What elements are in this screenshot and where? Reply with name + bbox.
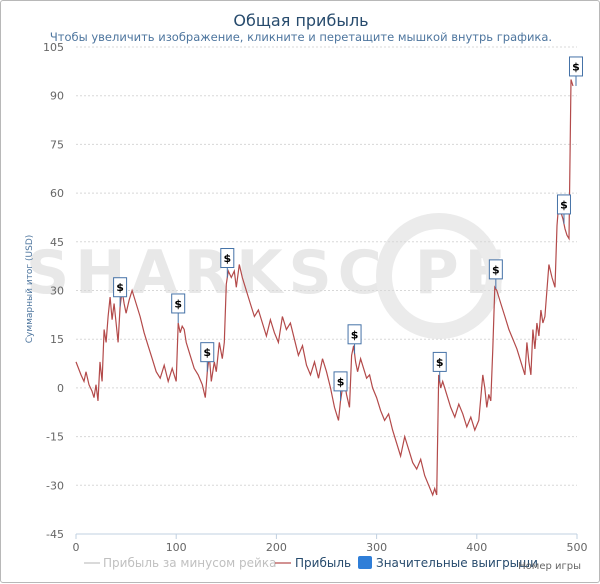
y-tick-label: 90 — [50, 90, 64, 103]
y-tick-label: 75 — [50, 138, 64, 151]
chart-title: Общая прибыль — [233, 11, 368, 30]
legend-item-net-profit[interactable]: Прибыль за минусом рейка — [84, 556, 276, 570]
legend-swatch-big-wins — [358, 556, 372, 569]
y-tick-label: 0 — [57, 382, 64, 395]
watermark-text: SHARKSC PE — [26, 238, 512, 308]
big-win-flag[interactable]: $ — [432, 351, 447, 382]
sharkscope-watermark: SHARKSC PE — [26, 213, 512, 339]
flag-box — [171, 293, 186, 314]
flag-label: $ — [203, 346, 211, 359]
big-win-flag[interactable]: $ — [333, 371, 348, 401]
y-tick-label: 15 — [50, 333, 64, 346]
x-tick-label: 400 — [466, 541, 487, 554]
flag-label: $ — [572, 60, 580, 73]
big-win-flag[interactable]: $ — [488, 259, 503, 289]
y-tick-label: 45 — [50, 236, 64, 249]
y-tick-label: -15 — [46, 431, 64, 444]
x-tick-label: 200 — [266, 541, 287, 554]
flag-box — [220, 248, 235, 269]
legend-item-profit[interactable]: Прибыль — [275, 556, 351, 570]
y-tick-label: 30 — [50, 285, 64, 298]
big-win-flag[interactable]: $ — [568, 56, 583, 86]
legend-label-net-profit: Прибыль за минусом рейка — [103, 556, 276, 570]
flag-label: $ — [116, 281, 124, 294]
big-win-flag[interactable]: $ — [556, 194, 571, 224]
flag-box — [432, 351, 447, 372]
chart-subtitle: Чтобы увеличить изображение, кликните и … — [50, 30, 552, 44]
big-win-flag[interactable]: $ — [113, 277, 128, 307]
y-tick-label: 60 — [50, 187, 64, 200]
flag-label: $ — [337, 375, 345, 388]
series-line-profit[interactable] — [75, 79, 574, 497]
flag-box — [113, 277, 128, 298]
flag-box — [200, 342, 215, 363]
flag-box — [347, 324, 362, 345]
x-tick-label: 0 — [73, 541, 80, 554]
y-axis-title: Суммарный итог (USD) — [25, 235, 35, 344]
flag-box — [488, 259, 503, 280]
legend-label-profit: Прибыль — [295, 556, 351, 570]
y-axis-ticks: 105 90 75 60 45 30 15 0 -15 -30 -45 — [43, 41, 64, 541]
flag-box — [333, 371, 348, 392]
chart-legend: Прибыль за минусом рейка Прибыль Значите… — [84, 556, 581, 572]
y-tick-label: -30 — [46, 479, 64, 492]
x-tick-label: 300 — [366, 541, 387, 554]
big-wins-flags[interactable]: $ $ $ $ $ $ $ $ $ $ — [113, 56, 583, 401]
y-tick-label: -45 — [46, 528, 64, 541]
x-axis-ticks: 0 100 200 300 400 500 — [73, 534, 588, 554]
flag-label: $ — [174, 297, 182, 310]
big-win-flag[interactable]: $ — [220, 248, 235, 278]
big-win-flag[interactable]: $ — [347, 324, 362, 354]
flag-label: $ — [492, 263, 500, 276]
legend-label-big-wins: Значительные выигрыши — [376, 556, 538, 570]
flag-label: $ — [351, 328, 359, 341]
flag-label: $ — [223, 252, 231, 265]
flag-box — [568, 56, 583, 77]
y-tick-label: 105 — [43, 41, 64, 54]
flag-label: $ — [560, 198, 568, 211]
big-win-flag[interactable]: $ — [200, 342, 215, 372]
x-tick-label: 100 — [166, 541, 187, 554]
flag-label: $ — [436, 356, 444, 369]
x-tick-label: 500 — [567, 541, 588, 554]
x-axis-title: Номер игры — [518, 561, 581, 572]
big-win-flag[interactable]: $ — [171, 293, 186, 323]
flag-box — [556, 194, 571, 215]
legend-item-big-wins[interactable]: Значительные выигрыши — [358, 556, 538, 570]
